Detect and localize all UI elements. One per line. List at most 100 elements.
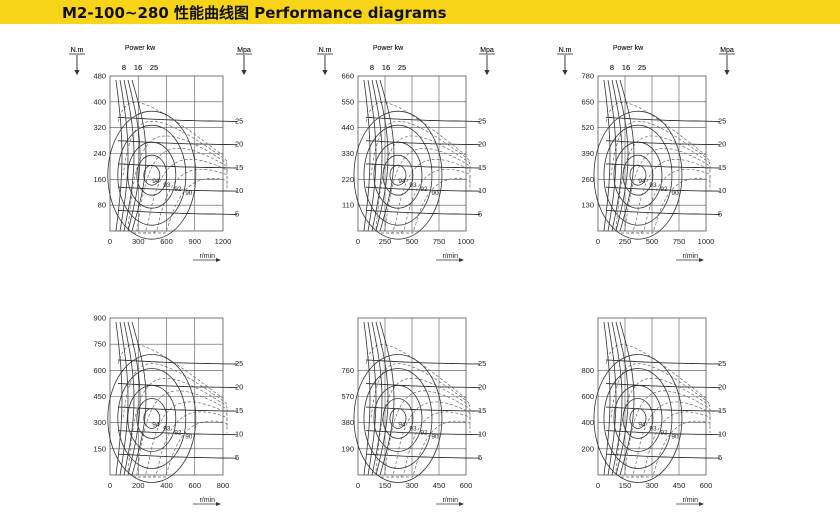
efficiency-label: 92	[420, 429, 428, 436]
power-curve	[117, 102, 224, 156]
power-tick-label: 8	[610, 63, 614, 72]
x-tick-label: 1000	[458, 237, 475, 246]
efficiency-contour	[107, 110, 197, 240]
efficiency-label: 90	[431, 190, 439, 197]
x-tick-label: 0	[108, 237, 112, 246]
power-curve	[615, 135, 711, 230]
power-label: Power kw	[125, 45, 156, 52]
y-tick-label: 570	[341, 392, 354, 401]
pressure-curve	[605, 116, 721, 122]
pressure-curve	[117, 186, 238, 192]
speed-curve	[123, 79, 135, 232]
pressure-tick-label: 15	[235, 406, 243, 415]
x-unit-label: r/min	[682, 253, 698, 260]
efficiency-contour	[603, 368, 673, 469]
power-tick-label: 8	[610, 63, 614, 72]
y-tick-label: 390	[581, 149, 594, 158]
efficiency-label: 94	[398, 178, 406, 185]
y-tick-label: 660	[341, 72, 354, 81]
speed-curve	[127, 321, 141, 476]
x-tick-label: 900	[188, 237, 201, 246]
pressure-tick-label: 10	[718, 186, 726, 195]
pressure-curve	[605, 406, 721, 412]
x-tick-label: 450	[673, 481, 686, 490]
power-curve	[605, 102, 707, 156]
x-tick-label: 600	[160, 237, 173, 246]
power-curve	[631, 168, 711, 234]
x-unit-arrowhead	[216, 502, 221, 506]
pressure-tick-label: 10	[235, 430, 243, 439]
pressure-tick-label: 10	[718, 430, 726, 439]
speed-curve	[371, 321, 383, 476]
efficiency-label: 94	[638, 178, 646, 185]
efficiency-label: 90	[671, 190, 679, 197]
efficiency-label: 93	[649, 182, 657, 189]
efficiency-label: 94	[152, 421, 160, 428]
pressure-tick-label: 10	[478, 430, 486, 439]
speed-curve	[615, 79, 629, 232]
pressure-tick-label: 25	[478, 116, 486, 125]
x-tick-label: 0	[356, 481, 360, 490]
power-curve	[396, 178, 471, 234]
power-tick-label: 8	[122, 63, 126, 72]
efficiency-label: 90	[431, 433, 439, 440]
power-curve	[386, 401, 471, 478]
power-label: Power kw	[373, 45, 404, 52]
pressure-tick-label: 15	[478, 163, 486, 172]
pressure-curve	[365, 453, 481, 459]
speed-curve	[119, 321, 129, 476]
pressure-curve	[117, 359, 238, 365]
power-tick-label: 25	[638, 63, 646, 72]
pressure-curve	[117, 209, 238, 215]
y-tick-label: 440	[341, 123, 354, 132]
speed-curve	[371, 79, 383, 232]
x-tick-label: 0	[108, 481, 112, 490]
efficiency-label: 93	[163, 182, 171, 189]
power-tick-label: 8	[370, 63, 374, 72]
speed-curve	[607, 321, 617, 476]
x-tick-label: 300	[132, 237, 145, 246]
pressure-curve	[117, 453, 238, 459]
y-tick-label: 450	[93, 392, 106, 401]
y-tick-label: 80	[98, 201, 106, 210]
y-axis-arrowhead	[562, 70, 568, 75]
speed-curve	[603, 79, 611, 232]
x-tick-label: 500	[646, 237, 659, 246]
pressure-tick-label: 25	[718, 359, 726, 368]
efficiency-label: 90	[185, 433, 193, 440]
speed-curve	[367, 321, 377, 476]
y-tick-label: 320	[93, 123, 106, 132]
x-tick-label: 450	[433, 481, 446, 490]
x-tick-label: 200	[132, 481, 145, 490]
x-tick-label: 500	[406, 237, 419, 246]
y-tick-label: 160	[93, 175, 106, 184]
pressure-curve	[605, 140, 721, 146]
speed-curve	[611, 321, 623, 476]
speed-curve	[619, 321, 635, 476]
chart-panel-2: 0 250 500 750 1000 110 220 330 440 550 660 N.m Mpa Po…	[317, 45, 495, 262]
efficiency-contour	[136, 398, 168, 439]
pressure-tick-label: 5	[235, 209, 239, 218]
power-curve	[375, 135, 471, 230]
power-tick-label: 25	[398, 63, 406, 72]
power-curve	[138, 158, 228, 234]
y-tick-label: 130	[581, 201, 594, 210]
y-tick-label: 760	[341, 366, 354, 375]
efficiency-contour	[629, 164, 647, 186]
efficiency-contour	[622, 398, 654, 439]
y-tick-label: 330	[341, 149, 354, 158]
x-unit-label: r/min	[442, 497, 458, 504]
x-tick-label: 150	[379, 481, 392, 490]
power-tick-label: 25	[398, 63, 406, 72]
x-tick-label: 300	[646, 481, 659, 490]
y-tick-label: 380	[341, 418, 354, 427]
pressure-curve	[117, 116, 238, 122]
x-tick-label: 300	[406, 481, 419, 490]
y-tick-label: 800	[581, 366, 594, 375]
y-axis-arrowhead	[74, 70, 80, 75]
power-tick-label: 25	[150, 63, 158, 72]
efficiency-contour	[613, 141, 663, 209]
pressure-axis-arrowhead	[484, 70, 490, 75]
efficiency-contour	[143, 164, 161, 186]
